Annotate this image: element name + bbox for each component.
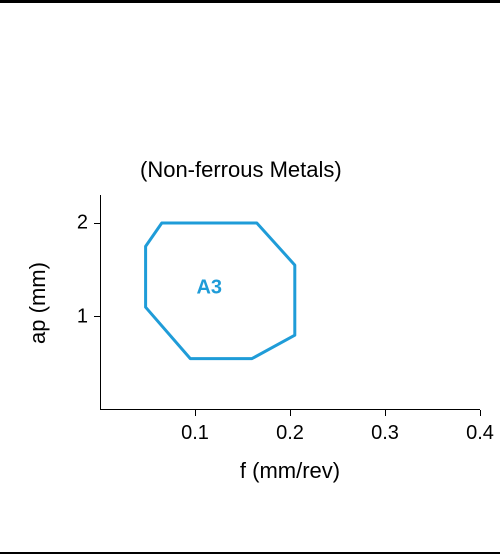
region-label: A3 — [196, 277, 222, 300]
region-shape — [0, 0, 500, 554]
